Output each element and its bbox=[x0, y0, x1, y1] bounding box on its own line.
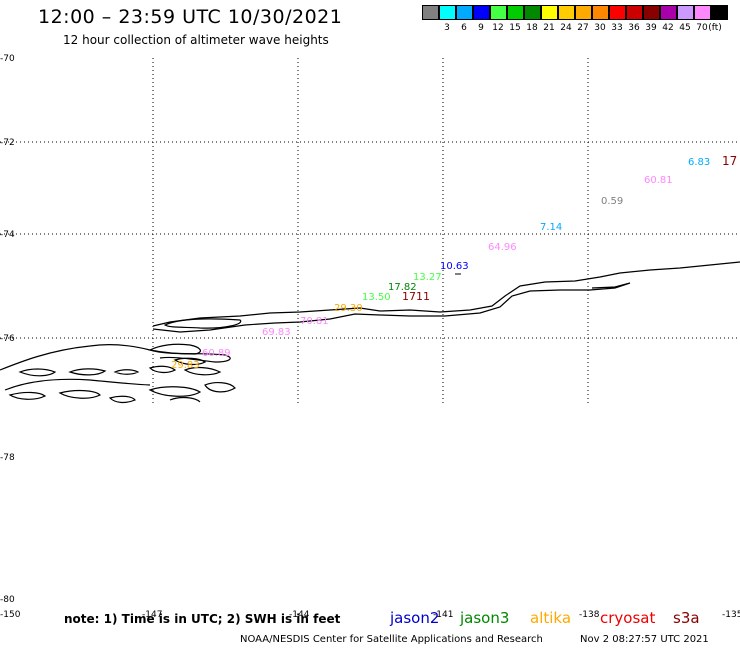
legend-swatch bbox=[694, 5, 711, 20]
legend-swatch bbox=[575, 5, 592, 20]
legend-label: 6 bbox=[461, 23, 467, 33]
legend-swatch bbox=[473, 5, 490, 20]
lon-label: -150 bbox=[0, 610, 21, 620]
legend-label: 15 bbox=[509, 23, 521, 33]
credit-line: NOAA/NESDIS Center for Satellite Applica… bbox=[240, 634, 543, 645]
wave-height-label: 60.89 bbox=[202, 348, 231, 359]
grid-lines bbox=[0, 58, 740, 405]
legend-label: 9 bbox=[478, 23, 484, 33]
lon-label: -144 bbox=[289, 610, 310, 620]
legend-label: 36 bbox=[628, 23, 640, 33]
satellite-jason2: jason2 bbox=[390, 609, 440, 627]
legend-swatch bbox=[524, 5, 541, 20]
map-subtitle: 12 hour collection of altimeter wave hei… bbox=[63, 33, 329, 47]
legend-swatch bbox=[456, 5, 473, 20]
satellite-s3a: s3a bbox=[673, 609, 700, 627]
wave-height-label: 29.30 bbox=[334, 303, 363, 314]
wave-height-label: 69.83 bbox=[262, 327, 291, 338]
satellite-jason3: jason3 bbox=[460, 609, 510, 627]
lon-label: -141 bbox=[433, 610, 453, 620]
legend-label: 39 bbox=[645, 23, 657, 33]
legend-swatch bbox=[507, 5, 524, 20]
legend-swatch bbox=[439, 5, 456, 20]
legend-label: 3 bbox=[444, 23, 450, 33]
legend-swatch bbox=[558, 5, 575, 20]
lon-label: -138 bbox=[579, 610, 600, 620]
legend-swatch bbox=[643, 5, 660, 20]
map-title: 12:00 – 23:59 UTC 10/30/2021 bbox=[38, 6, 343, 28]
legend-label: 70 bbox=[696, 23, 708, 33]
generated-timestamp: Nov 2 08:27:57 UTC 2021 bbox=[580, 634, 709, 645]
legend-swatch bbox=[490, 5, 507, 20]
color-legend: 3 6 9 12 15 18 21 24 27 30 33 36 39 42 45 70 (ft) bbox=[422, 5, 728, 39]
lat-label: -70 bbox=[0, 54, 15, 64]
lat-label: -74 bbox=[0, 230, 15, 240]
wave-height-label: 7.14 bbox=[540, 222, 562, 233]
footer-note: note: 1) Time is in UTC; 2) SWH is in fe… bbox=[64, 612, 341, 626]
legend-swatch bbox=[422, 5, 439, 20]
wave-height-label: 0.59 bbox=[601, 196, 623, 207]
legend-label: 21 bbox=[543, 23, 555, 33]
wave-height-label: 29.83 bbox=[171, 360, 200, 371]
lat-label: -80 bbox=[0, 595, 15, 605]
wave-height-label: 6.83 bbox=[688, 157, 710, 168]
wave-height-label: 1711 bbox=[402, 290, 430, 303]
legend-label: 42 bbox=[662, 23, 674, 33]
legend-swatch bbox=[711, 5, 728, 20]
legend-label: 24 bbox=[560, 23, 572, 33]
legend-label: 27 bbox=[577, 23, 589, 33]
wave-height-label: 17 bbox=[722, 154, 737, 168]
legend-label: 33 bbox=[611, 23, 623, 33]
legend-unit: (ft) bbox=[708, 23, 722, 33]
legend-label: 45 bbox=[679, 23, 691, 33]
wave-height-label: 60.81 bbox=[644, 175, 673, 186]
wave-height-label: 70.81 bbox=[300, 316, 329, 327]
wave-height-label: 13.50 bbox=[362, 292, 391, 303]
lat-label: -72 bbox=[0, 138, 15, 148]
lon-label: -147 bbox=[142, 610, 162, 620]
legend-label: 18 bbox=[526, 23, 538, 33]
wave-height-label: 64.96 bbox=[488, 242, 517, 253]
wave-height-label: 17.82 bbox=[388, 282, 417, 293]
legend-swatch bbox=[626, 5, 643, 20]
legend-label: 12 bbox=[492, 23, 504, 33]
legend-swatch bbox=[609, 5, 626, 20]
satellite-altika: altika bbox=[530, 609, 572, 627]
wave-height-label: 13.27 bbox=[413, 272, 442, 283]
legend-swatch bbox=[660, 5, 677, 20]
legend-label: 30 bbox=[594, 23, 606, 33]
legend-swatch bbox=[592, 5, 609, 20]
coastline bbox=[0, 261, 740, 404]
lat-label: -78 bbox=[0, 453, 15, 463]
lat-label: -76 bbox=[0, 334, 15, 344]
lon-label: -135 bbox=[722, 610, 740, 620]
legend-swatch bbox=[677, 5, 694, 20]
satellite-cryosat: cryosat bbox=[600, 609, 656, 627]
legend-swatch bbox=[541, 5, 558, 20]
wave-height-label: 10.63 bbox=[440, 261, 469, 272]
